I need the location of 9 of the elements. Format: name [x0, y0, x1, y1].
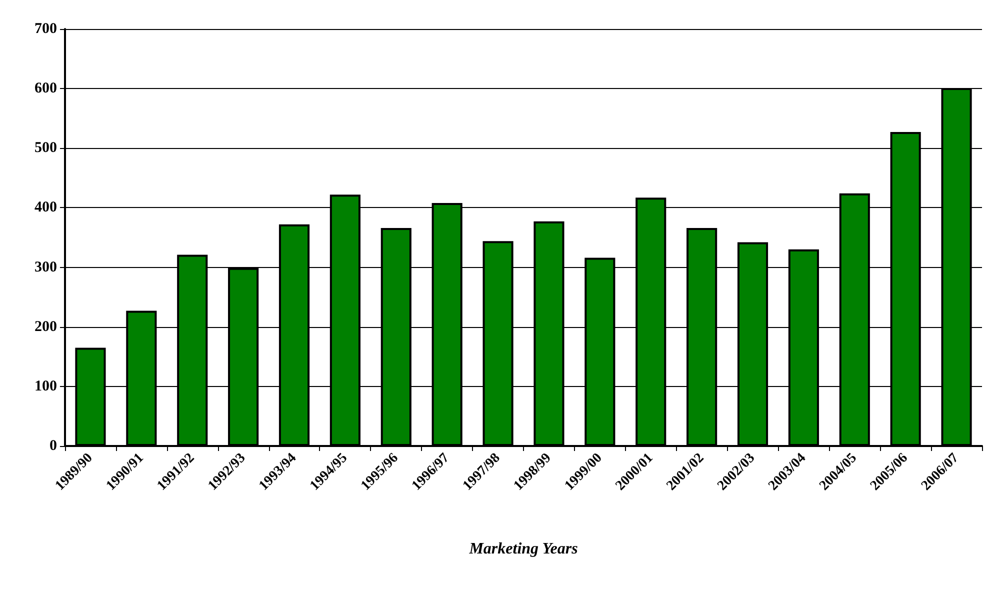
y-tick-label: 200 [34, 318, 57, 335]
y-tick-label: 600 [34, 80, 57, 97]
y-tick-label: 500 [34, 140, 57, 156]
y-tick-label: 700 [34, 21, 57, 37]
y-tick-label: 400 [34, 200, 57, 216]
y-tick-label: 100 [34, 378, 57, 394]
y-tick-label: 300 [34, 259, 57, 276]
x-axis-title: Marketing Years [468, 540, 578, 558]
y-tick-label: 0 [50, 438, 57, 454]
